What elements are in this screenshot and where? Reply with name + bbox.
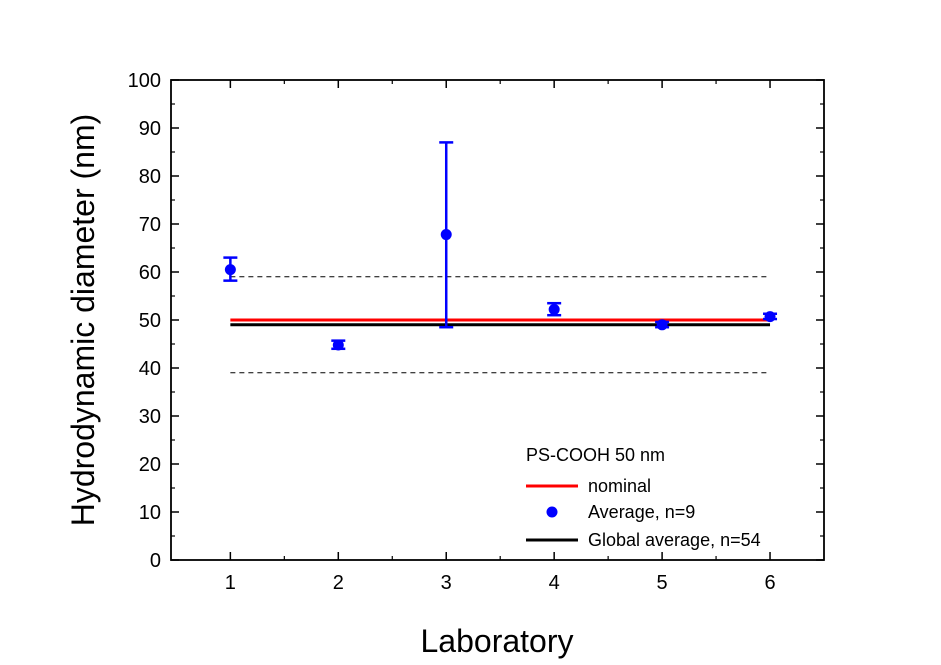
x-tick-label: 5 (657, 572, 668, 594)
y-tick-label: 100 (128, 70, 161, 92)
data-point (549, 304, 560, 315)
data-point (765, 311, 776, 322)
y-tick-label: 50 (139, 310, 161, 332)
y-axis-title: Hydrodynamic diameter (nm) (65, 114, 101, 527)
y-tick-label: 40 (139, 358, 161, 380)
y-tick-label: 80 (139, 166, 161, 188)
y-tick-label: 10 (139, 502, 161, 524)
data-point (225, 264, 236, 275)
x-tick-label: 4 (549, 572, 560, 594)
legend-swatch-average (547, 507, 558, 518)
y-tick-label: 90 (139, 118, 161, 140)
x-tick-label: 3 (441, 572, 452, 594)
legend-label-nominal: nominal (588, 476, 651, 496)
data-point (657, 319, 668, 330)
y-tick-label: 60 (139, 262, 161, 284)
y-tick-label: 0 (150, 550, 161, 572)
y-tick-label: 70 (139, 214, 161, 236)
legend-label-global-average: Global average, n=54 (588, 530, 761, 550)
legend-title: PS-COOH 50 nm (526, 445, 665, 465)
legend-label-average: Average, n=9 (588, 502, 695, 522)
data-point (333, 339, 344, 350)
x-tick-label: 1 (225, 572, 236, 594)
x-tick-label: 2 (333, 572, 344, 594)
x-axis-title: Laboratory (421, 623, 574, 659)
x-tick-label: 6 (764, 572, 775, 594)
data-point (441, 229, 452, 240)
y-tick-label: 20 (139, 454, 161, 476)
y-tick-label: 30 (139, 406, 161, 428)
